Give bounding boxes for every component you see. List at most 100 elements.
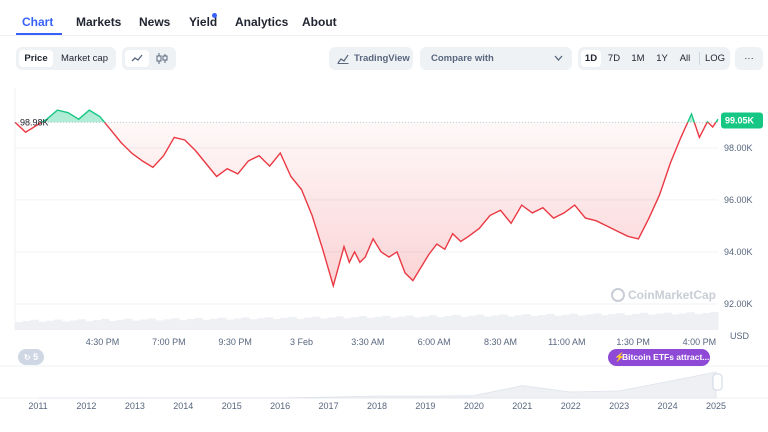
coinmarketcap-logo-icon xyxy=(611,288,625,302)
price-point xyxy=(184,139,185,140)
volume-bar xyxy=(233,318,243,330)
volume-bar xyxy=(632,313,641,330)
price-area-above xyxy=(15,110,718,123)
volume-bar xyxy=(678,313,688,330)
volume-bar xyxy=(46,320,55,330)
timeline-range-handle[interactable] xyxy=(712,373,723,391)
volume-bar xyxy=(241,317,250,330)
volume-bar xyxy=(171,318,180,330)
timeline-year-label: 2024 xyxy=(658,401,678,411)
price-point xyxy=(359,262,360,263)
volume-bar xyxy=(405,315,414,330)
volume-bar xyxy=(514,315,524,330)
tab-analytics[interactable]: Analytics xyxy=(235,15,289,29)
tradingview-button[interactable]: TradingView xyxy=(329,47,413,70)
candlestick-icon xyxy=(156,53,168,64)
price-point xyxy=(152,167,153,168)
coinmarketcap-watermark: CoinMarketCap xyxy=(611,288,716,302)
range-all-button[interactable]: All xyxy=(679,53,691,64)
volume-bar xyxy=(569,313,578,330)
volume-bar xyxy=(38,321,47,330)
volume-bar xyxy=(475,314,485,330)
volume-bar xyxy=(186,319,196,330)
volume-bar xyxy=(61,321,71,330)
price-point xyxy=(595,220,596,221)
volume-bar xyxy=(499,314,508,330)
volume-bar xyxy=(54,319,63,330)
volume-bar xyxy=(319,318,328,330)
chart-style-toggle xyxy=(122,47,176,70)
price-point xyxy=(717,119,718,120)
price-point xyxy=(460,241,461,242)
active-tab-underline xyxy=(16,33,62,35)
price-point xyxy=(648,218,649,219)
news-event-badge[interactable]: ⚡ Bitcoin ETFs attract... xyxy=(608,349,710,366)
tab-chart[interactable]: Chart xyxy=(22,15,54,29)
chart-line-icon xyxy=(337,54,349,64)
more-options: ··· xyxy=(735,47,763,70)
volume-bar xyxy=(413,317,422,330)
volume-bar xyxy=(389,317,399,330)
price-point xyxy=(444,249,445,250)
price-point xyxy=(574,204,575,205)
volume-bar xyxy=(194,317,203,330)
price-point xyxy=(436,244,437,245)
volume-bar xyxy=(491,315,500,330)
timeline-year-label: 2015 xyxy=(222,401,242,411)
range-1d-button[interactable]: 1D xyxy=(581,50,601,67)
price-point xyxy=(428,254,429,255)
volume-bar xyxy=(358,316,367,330)
timeline-year-label: 2019 xyxy=(415,401,435,411)
x-tick-label: 9:30 PM xyxy=(218,337,252,347)
volume-bar xyxy=(366,317,375,330)
volume-bar xyxy=(436,317,446,330)
timeline-year-label: 2016 xyxy=(270,401,290,411)
range-1y-button[interactable]: 1Y xyxy=(656,53,668,64)
volume-bar xyxy=(483,316,492,330)
price-point xyxy=(78,119,79,120)
volume-bar xyxy=(382,315,391,330)
price-point xyxy=(617,231,618,232)
volume-bar xyxy=(22,320,32,330)
compare-with-label: Compare with xyxy=(431,53,494,64)
price-line-below xyxy=(14,122,717,289)
volume-bar xyxy=(428,315,438,330)
tab-about[interactable]: About xyxy=(302,15,337,29)
price-point xyxy=(404,272,405,273)
tab-news[interactable]: News xyxy=(139,15,171,29)
marketcap-button[interactable]: Market cap xyxy=(61,53,108,64)
price-point xyxy=(333,285,334,286)
tab-yield[interactable]: Yield xyxy=(189,15,218,29)
price-point xyxy=(468,236,469,237)
price-point xyxy=(553,218,554,219)
candle-chart-button[interactable] xyxy=(150,50,174,67)
x-tick-label: 1:30 PM xyxy=(616,337,650,347)
volume-bar xyxy=(296,318,305,330)
price-point xyxy=(195,150,196,151)
price-point xyxy=(388,257,389,258)
more-options-button[interactable]: ··· xyxy=(744,53,754,64)
price-point xyxy=(680,137,681,138)
volume-bar xyxy=(561,314,571,330)
price-point xyxy=(312,215,313,216)
top-navigation: Chart Markets News Yield Analytics About xyxy=(0,0,768,36)
volume-bar xyxy=(710,311,719,330)
events-toggle[interactable]: ↻ 5 xyxy=(18,349,44,365)
x-tick-label: 11:00 AM xyxy=(548,337,585,347)
compare-with-dropdown[interactable]: Compare with xyxy=(420,47,572,70)
line-chart-button[interactable] xyxy=(125,50,149,67)
x-tick-label: 4:30 PM xyxy=(86,337,120,347)
range-7d-button[interactable]: 7D xyxy=(607,53,621,64)
tab-markets[interactable]: Markets xyxy=(76,15,122,29)
price-button[interactable]: Price xyxy=(19,50,53,67)
price-point xyxy=(121,142,122,143)
log-scale-button[interactable]: LOG xyxy=(704,53,726,64)
timeline-year-label: 2017 xyxy=(319,401,339,411)
volume-bar xyxy=(460,316,469,330)
range-1m-button[interactable]: 1M xyxy=(631,53,645,64)
price-point xyxy=(227,168,228,169)
timeline-year-label: 2014 xyxy=(173,401,193,411)
price-point xyxy=(248,160,249,161)
volume-bar xyxy=(108,320,118,330)
